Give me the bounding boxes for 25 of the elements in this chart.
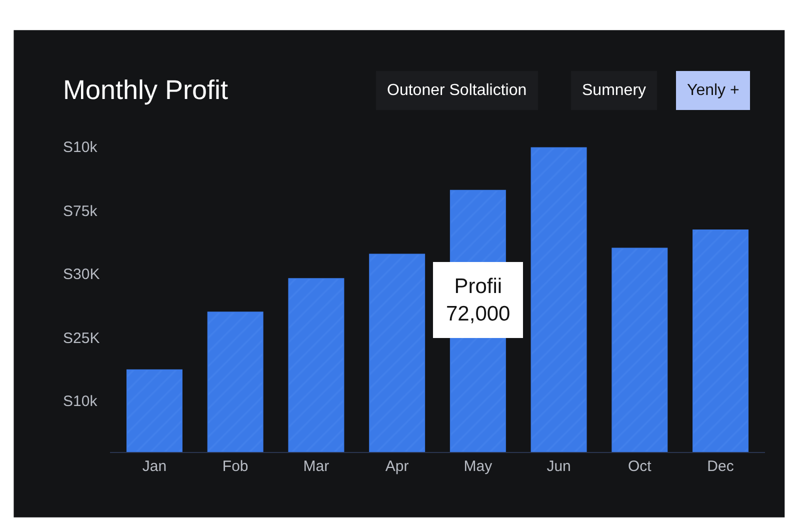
x-tick-label: Dec [707, 458, 734, 475]
text: Yenly + [687, 82, 740, 99]
bar [612, 248, 668, 452]
chart-title: Monthly Profit [63, 75, 229, 105]
bar [207, 312, 264, 452]
x-tick-label: Apr [385, 458, 409, 475]
x-tick-label: Fob [222, 458, 248, 475]
bar [692, 229, 749, 452]
x-tick-label: Oct [628, 458, 652, 475]
text: S25K [63, 330, 100, 347]
text: Sumnery [582, 82, 646, 99]
bar [369, 254, 426, 452]
bar [530, 147, 587, 452]
text: S75k [63, 203, 98, 220]
text: S30K [63, 266, 100, 283]
bar [126, 369, 182, 452]
text: S10k [63, 139, 98, 156]
x-tick-label: Jan [142, 458, 167, 475]
annotation: Profii 72,000 [446, 275, 510, 326]
bar [288, 278, 344, 452]
x-tick-label: Jun [546, 458, 571, 475]
text: S10k [63, 393, 98, 410]
x-tick-label: Mar [303, 458, 330, 475]
x-tick-label: May [464, 458, 493, 475]
text: Outoner Soltaliction [387, 82, 527, 99]
